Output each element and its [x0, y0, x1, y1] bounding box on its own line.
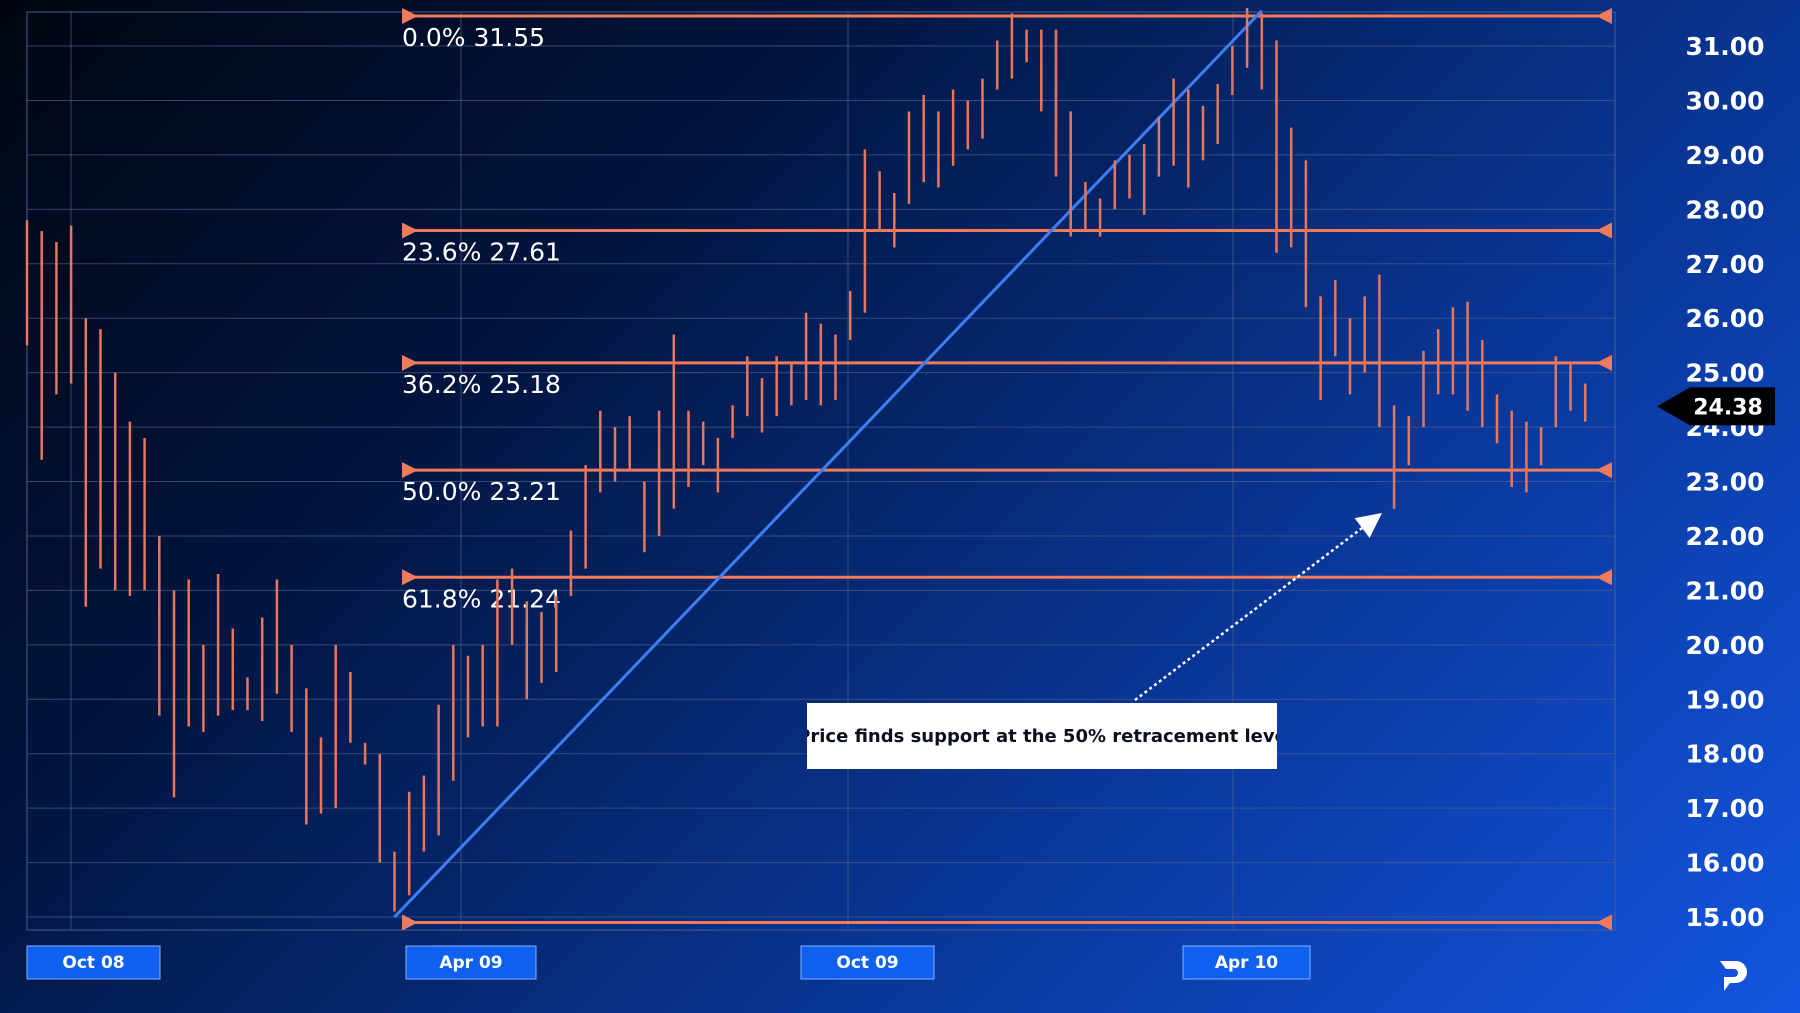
fib-arrow-right-icon: [1596, 8, 1612, 25]
fib-arrow-left-icon: [402, 569, 418, 586]
current-price-tag: 24.38: [1657, 387, 1775, 426]
y-tick-label: 25.00: [1685, 359, 1764, 388]
fibonacci-levels: 0.0% 31.55 23.6% 27.61 36.2% 25.18 50.0% 23…: [402, 8, 1612, 931]
plot-frame: [26, 11, 1616, 931]
annotation-arrow: [1134, 512, 1382, 701]
x-tick-label-box: [1182, 945, 1311, 980]
x-tick-label: Apr 09: [439, 953, 502, 973]
trendline: [393, 9, 1263, 919]
fib-arrow-left-icon: [402, 914, 418, 931]
y-tick-label: 19.00: [1685, 685, 1764, 714]
current-price-label: 24.38: [1693, 395, 1763, 420]
x-tick-label-box: [26, 945, 161, 980]
y-tick-label: 22.00: [1685, 522, 1764, 551]
y-tick-label: 16.00: [1685, 849, 1764, 878]
y-tick-label: 29.00: [1685, 141, 1764, 170]
y-tick-label: 23.00: [1685, 468, 1764, 497]
price-tag-shape: [1657, 387, 1775, 426]
fib-level-label: 0.0% 31.55: [402, 23, 545, 52]
fib-level-label: 61.8% 21.24: [402, 584, 561, 613]
fib-level-label: 36.2% 25.18: [402, 370, 561, 399]
x-tick-label-box: [405, 945, 537, 980]
dotted-arrow: [1134, 512, 1382, 701]
x-tick-label-box: [800, 945, 935, 980]
fib-arrow-right-icon: [1596, 914, 1612, 931]
y-tick-label: 28.00: [1685, 195, 1764, 224]
fib-arrow-right-icon: [1596, 462, 1612, 479]
trendline-layer: [393, 9, 1263, 919]
fib-arrow-left-icon: [402, 8, 418, 25]
y-tick-label: 30.00: [1685, 86, 1764, 115]
y-tick-label: 17.00: [1685, 794, 1764, 823]
y-tick-label: 18.00: [1685, 740, 1764, 769]
fib-arrow-left-icon: [402, 222, 418, 239]
y-tick-label: 27.00: [1685, 250, 1764, 279]
fib-level-label: 50.0% 23.21: [402, 477, 561, 506]
fib-arrow-right-icon: [1596, 569, 1612, 586]
x-axis: Oct 08 Apr 09 Oct 09 Apr 10: [26, 945, 1311, 980]
fib-arrow-left-icon: [402, 354, 418, 371]
brand-logo-icon: [1720, 961, 1747, 991]
y-tick-label: 31.00: [1685, 32, 1764, 61]
y-tick-label: 15.00: [1685, 903, 1764, 932]
fib-arrow-left-icon: [402, 462, 418, 479]
x-tick-label: Oct 09: [836, 953, 898, 973]
fib-level-label: 23.6% 27.61: [402, 238, 561, 267]
price-bars: [25, 7, 1587, 912]
y-tick-label: 20.00: [1685, 631, 1764, 660]
fib-arrow-right-icon: [1596, 222, 1612, 239]
annotation-callout: Price finds support at the 50% retraceme…: [807, 703, 1277, 769]
y-tick-label: 21.00: [1685, 576, 1764, 605]
x-tick-label: Oct 08: [62, 953, 124, 973]
y-axis: 31.0030.0029.0028.0027.0026.0025.0024.00…: [1685, 32, 1764, 932]
y-tick-label: 26.00: [1685, 304, 1764, 333]
x-tick-label: Apr 10: [1215, 953, 1278, 973]
fib-arrow-right-icon: [1596, 354, 1612, 371]
